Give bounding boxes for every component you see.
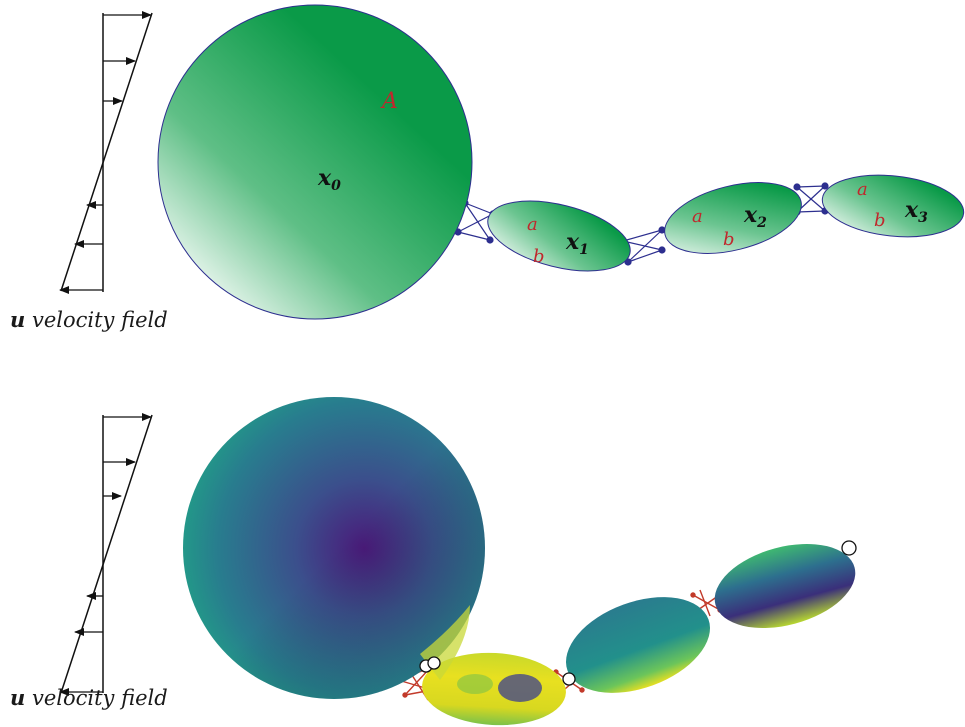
ellipsoid-body-1 [422,652,566,726]
axis-b-label-3: b [874,210,886,231]
center-label-0: x0 [317,165,341,194]
tracer-marker [841,540,857,556]
large-body-label: A [380,89,398,114]
axis-a-label-3: a [857,179,868,200]
center-label-3: x3 [904,197,928,226]
axis-a-label-2: a [692,206,703,227]
velocity-symbol: u [10,685,26,710]
bottom-body-2 [566,597,710,693]
bottom-velocity-profile [59,413,153,696]
green-patch [457,674,493,694]
axis-b-label-2: b [723,229,735,250]
velocity-profile-line [60,12,153,292]
velocity-symbol: u [10,307,26,332]
ellipsoid-body-2 [664,182,802,254]
axis-a-label-1: a [527,214,538,235]
dark-patch [498,674,542,702]
bottom-large-sphere [183,397,485,699]
bottom-velocity-caption: u velocity field [10,685,168,710]
ellipsoid-body-1 [487,200,631,272]
ellipsoid-body-2 [566,597,710,693]
bottom-body-1 [422,652,566,726]
top-velocity-caption: u velocity field [10,307,168,332]
tracer-marker [427,656,441,670]
bottom-body-3 [714,543,856,629]
top-velocity-profile [59,11,153,294]
velocity-profile-line [60,414,153,694]
axis-b-label-1: b [533,246,545,267]
velocity-caption-text: velocity field [31,686,168,710]
large-sphere-body [157,4,473,320]
ellipsoid-body-3 [714,543,856,629]
center-label-1: x1 [565,229,589,258]
tracer-marker [562,672,576,686]
sphere-shading [183,397,485,699]
velocity-caption-text: velocity field [31,308,168,332]
center-label-2: x2 [743,202,767,231]
ellipsoid-body-3 [821,174,965,238]
